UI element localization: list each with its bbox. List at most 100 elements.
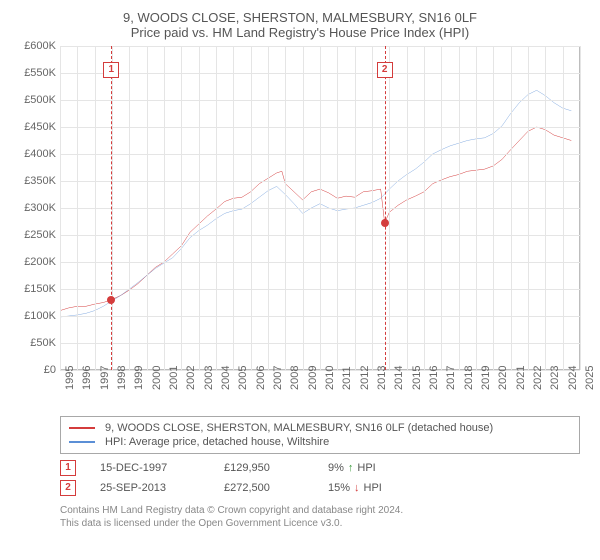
marker-dot-1 [107, 296, 115, 304]
x-axis-label: 2012 [359, 366, 371, 390]
x-axis-label: 2019 [480, 366, 492, 390]
gridline-v [285, 46, 286, 370]
transaction-price: £272,500 [224, 482, 304, 494]
gridline-v [545, 46, 546, 370]
y-axis-label: £450K [12, 121, 56, 133]
legend-item: HPI: Average price, detached house, Wilt… [69, 435, 571, 449]
footer-line2: This data is licensed under the Open Gov… [60, 517, 580, 530]
gridline-v [216, 46, 217, 370]
x-axis-label: 2025 [584, 366, 596, 390]
gridline-v [389, 46, 390, 370]
gridline-v [528, 46, 529, 370]
gridline-v [181, 46, 182, 370]
marker-line-2 [385, 46, 386, 370]
x-axis-label: 1995 [64, 366, 76, 390]
x-axis-label: 2017 [445, 366, 457, 390]
gridline-v [199, 46, 200, 370]
marker-box-1: 1 [103, 62, 119, 78]
y-axis-label: £400K [12, 148, 56, 160]
x-axis-label: 2020 [497, 366, 509, 390]
title-line2: Price paid vs. HM Land Registry's House … [12, 25, 588, 40]
gridline-v [580, 46, 581, 370]
x-axis-label: 2023 [549, 366, 561, 390]
gridline-v [77, 46, 78, 370]
gridline-v [355, 46, 356, 370]
x-axis-label: 2024 [567, 366, 579, 390]
x-axis-label: 2015 [411, 366, 423, 390]
x-axis-label: 1996 [81, 366, 93, 390]
x-axis-label: 2003 [203, 366, 215, 390]
arrow-down-icon: ↓ [354, 482, 360, 494]
arrow-up-icon: ↑ [348, 462, 354, 474]
x-axis-label: 2018 [463, 366, 475, 390]
y-axis-label: £550K [12, 67, 56, 79]
legend: 9, WOODS CLOSE, SHERSTON, MALMESBURY, SN… [60, 416, 580, 454]
x-axis-label: 2016 [428, 366, 440, 390]
x-axis-label: 2013 [376, 366, 388, 390]
x-axis-label: 2014 [393, 366, 405, 390]
series-hpi [60, 90, 571, 317]
x-axis-label: 2001 [168, 366, 180, 390]
gridline-v [337, 46, 338, 370]
gridline-v [493, 46, 494, 370]
transaction-row: 115-DEC-1997£129,9509%↑HPI [60, 460, 580, 476]
legend-label: 9, WOODS CLOSE, SHERSTON, MALMESBURY, SN… [105, 422, 493, 434]
gridline-v [511, 46, 512, 370]
legend-swatch [69, 441, 95, 443]
x-axis-label: 2000 [151, 366, 163, 390]
gridline-v [129, 46, 130, 370]
transaction-number: 1 [60, 460, 76, 476]
gridline-v [268, 46, 269, 370]
gridline-v [407, 46, 408, 370]
y-axis-label: £350K [12, 175, 56, 187]
y-axis-label: £300K [12, 202, 56, 214]
legend-label: HPI: Average price, detached house, Wilt… [105, 436, 329, 448]
x-axis-label: 1998 [116, 366, 128, 390]
gridline-v [95, 46, 96, 370]
transaction-diff: 15%↓HPI [328, 482, 382, 494]
marker-dot-2 [381, 219, 389, 227]
x-axis-label: 2009 [307, 366, 319, 390]
gridline-v [372, 46, 373, 370]
plot-area: 12 [60, 46, 580, 370]
transaction-date: 25-SEP-2013 [100, 482, 200, 494]
chart: 12 £0£50K£100K£150K£200K£250K£300K£350K£… [12, 46, 588, 406]
y-axis-label: £0 [12, 364, 56, 376]
marker-box-2: 2 [377, 62, 393, 78]
x-axis-label: 2022 [532, 366, 544, 390]
diff-suffix: HPI [364, 482, 382, 494]
diff-value: 9% [328, 462, 344, 474]
y-axis-label: £150K [12, 283, 56, 295]
x-axis-label: 2021 [515, 366, 527, 390]
marker-line-1 [111, 46, 112, 370]
gridline-v [424, 46, 425, 370]
transaction-diff: 9% ↑HPI [328, 462, 376, 474]
transactions: 115-DEC-1997£129,9509%↑HPI225-SEP-2013£2… [12, 460, 588, 496]
y-axis-label: £600K [12, 40, 56, 52]
x-axis-label: 2005 [237, 366, 249, 390]
legend-swatch [69, 427, 95, 429]
gridline-v [563, 46, 564, 370]
x-axis-label: 2004 [220, 366, 232, 390]
footer: Contains HM Land Registry data © Crown c… [60, 504, 580, 530]
x-axis-label: 2008 [289, 366, 301, 390]
y-axis-label: £50K [12, 337, 56, 349]
gridline-v [251, 46, 252, 370]
gridline-v [164, 46, 165, 370]
gridline-v [320, 46, 321, 370]
gridline-v [476, 46, 477, 370]
transaction-number: 2 [60, 480, 76, 496]
gridline-v [303, 46, 304, 370]
x-axis-label: 2006 [255, 366, 267, 390]
diff-suffix: HPI [357, 462, 375, 474]
title-line1: 9, WOODS CLOSE, SHERSTON, MALMESBURY, SN… [12, 10, 588, 25]
y-axis-label: £500K [12, 94, 56, 106]
x-axis-label: 2007 [272, 366, 284, 390]
transaction-row: 225-SEP-2013£272,50015%↓HPI [60, 480, 580, 496]
y-axis-label: £250K [12, 229, 56, 241]
gridline-v [441, 46, 442, 370]
footer-line1: Contains HM Land Registry data © Crown c… [60, 504, 580, 517]
legend-item: 9, WOODS CLOSE, SHERSTON, MALMESBURY, SN… [69, 421, 571, 435]
x-axis-label: 1999 [133, 366, 145, 390]
gridline-v [147, 46, 148, 370]
